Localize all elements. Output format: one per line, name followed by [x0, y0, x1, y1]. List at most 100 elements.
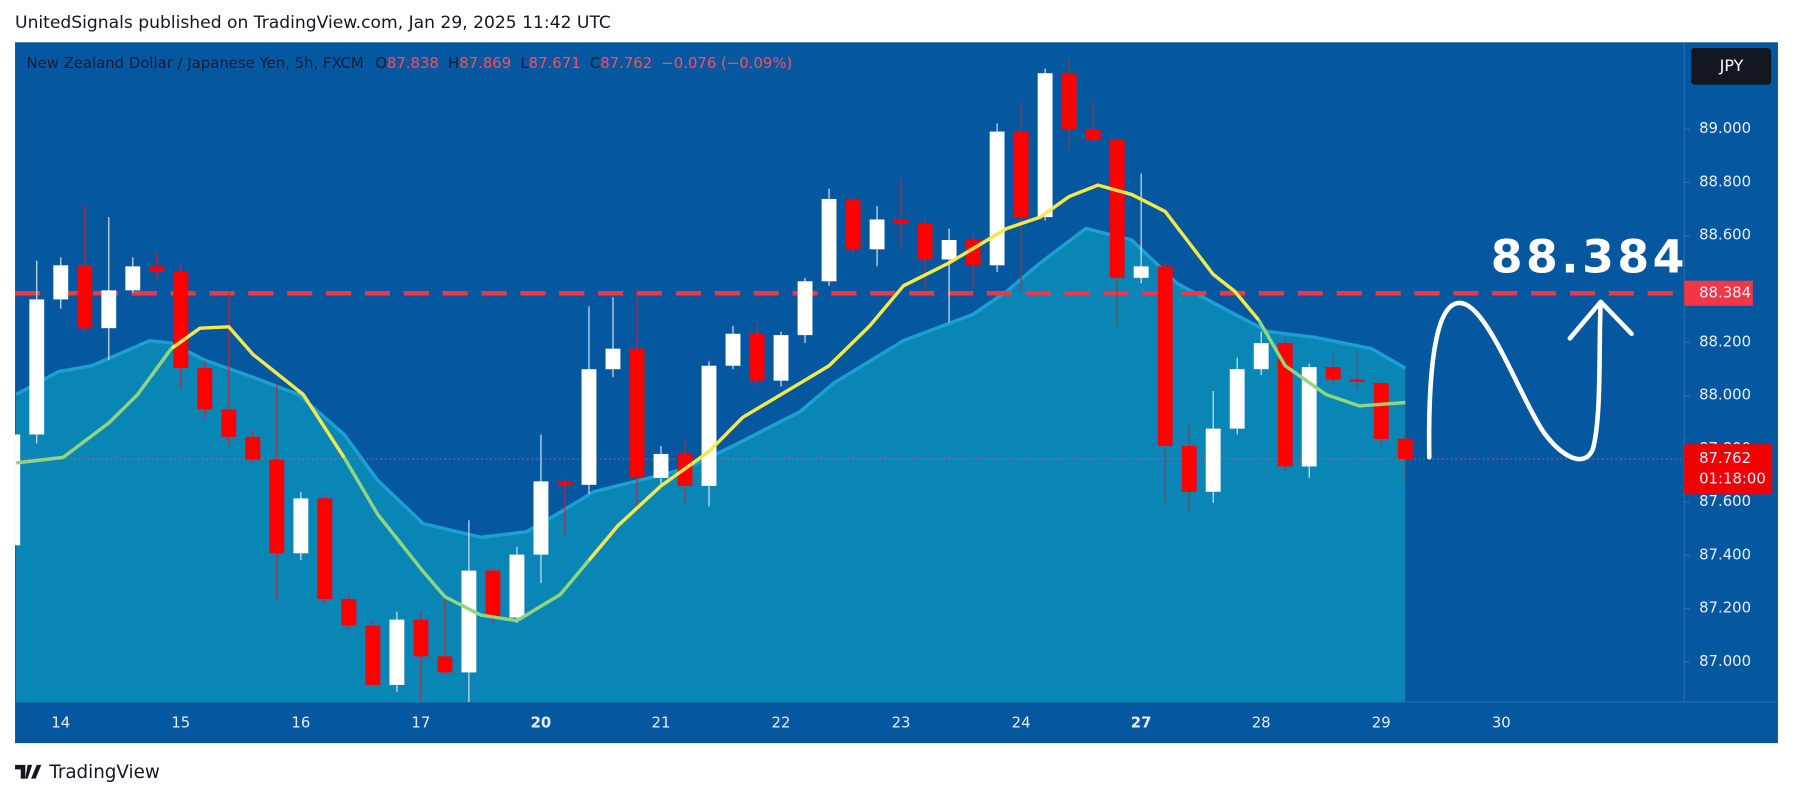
- currency: JPY: [1719, 56, 1744, 75]
- y-tick-label: 87.200: [1699, 599, 1751, 617]
- y-tick-label: 89.000: [1699, 119, 1751, 137]
- ohlc-key: O: [375, 54, 387, 72]
- x-tick-label: 17: [411, 714, 430, 732]
- published-caption: UnitedSignals published on TradingView.c…: [15, 13, 611, 33]
- last-price-label: 87.762: [1699, 449, 1751, 467]
- candle-body: [845, 198, 861, 250]
- candle-body: [1253, 343, 1269, 370]
- x-tick-label: 15: [171, 714, 190, 732]
- indicator-line: [170, 183, 1261, 562]
- level-annotation: 88.384: [1491, 231, 1688, 284]
- candle-body: [1349, 379, 1365, 382]
- candle-body: [1373, 383, 1389, 440]
- x-tick-label: 30: [1492, 714, 1511, 732]
- plot: [15, 59, 1685, 702]
- candle-body: [533, 481, 549, 555]
- currency-box: [1691, 48, 1772, 85]
- candle-body: [389, 619, 405, 685]
- candle-body: [221, 409, 237, 437]
- candle-body: [1229, 369, 1245, 429]
- candle-body: [1085, 129, 1101, 140]
- candle-body: [1205, 428, 1221, 492]
- x-tick-label: 16: [291, 714, 310, 732]
- candle-body: [1109, 139, 1125, 278]
- candle-body: [917, 224, 933, 260]
- candle-body: [1277, 343, 1293, 467]
- candle-body: [461, 570, 477, 673]
- candle-body: [725, 333, 741, 366]
- overlay: 87.00087.20087.40087.60087.80088.00088.2…: [51, 119, 1773, 732]
- y-tick-label: 88.200: [1699, 332, 1751, 350]
- y-tick-label: 87.400: [1699, 545, 1751, 563]
- x-tick-label: 28: [1252, 714, 1271, 732]
- y-tick-label: 87.600: [1699, 492, 1751, 510]
- candle-body: [1037, 73, 1053, 218]
- candle-body: [821, 198, 837, 282]
- candle-body: [653, 453, 669, 478]
- brand: TradingView: [48, 762, 160, 783]
- level-label-box: [1684, 280, 1753, 306]
- candle-body: [293, 498, 309, 554]
- candle-body: [605, 348, 621, 370]
- candle-body: [941, 239, 957, 260]
- candle-body: [317, 498, 333, 600]
- ohlc-key: L: [520, 54, 529, 72]
- ohlc-value: 87.838: [387, 54, 439, 72]
- candle-body: [149, 266, 165, 272]
- x-tick-label: 24: [1012, 714, 1031, 732]
- candle-body: [1157, 266, 1173, 446]
- candle-body: [437, 656, 453, 673]
- candle-body: [125, 266, 141, 291]
- candle-body: [773, 335, 789, 381]
- candle-body: [197, 368, 213, 410]
- x-tick-label: 22: [772, 714, 791, 732]
- candle-body: [485, 570, 501, 618]
- change: −0.076 (−0.09%): [661, 54, 792, 72]
- candle-body: [1013, 131, 1029, 218]
- y-tick-label: 87.000: [1699, 652, 1751, 670]
- brand-logo: TradingView: [15, 762, 160, 783]
- candle-body: [245, 436, 261, 460]
- candle-body: [869, 219, 885, 250]
- x-tick-label: 21: [652, 714, 671, 732]
- candle-body: [101, 290, 117, 329]
- candle-body: [797, 281, 813, 336]
- candle-body: [29, 299, 45, 435]
- candle-body: [1397, 438, 1413, 459]
- symbol: New Zealand Dollar / Japanese Yen, 5h, F…: [26, 54, 363, 72]
- candle-body: [701, 365, 717, 486]
- candle-body: [557, 481, 573, 485]
- candle-body: [413, 619, 429, 657]
- candle-body: [53, 265, 69, 300]
- candle-body: [581, 369, 597, 485]
- candle-body: [629, 348, 645, 478]
- candle-body: [77, 265, 93, 329]
- candle-body: [1181, 445, 1197, 492]
- y-tick-label: 88.000: [1699, 386, 1751, 404]
- ohlc-key: H: [448, 54, 459, 72]
- y-tick-label: 88.800: [1699, 172, 1751, 190]
- ohlc-key: C: [590, 54, 600, 72]
- candle-body: [1061, 73, 1077, 130]
- x-tick-label: 20: [531, 714, 552, 732]
- candle-body: [893, 219, 909, 225]
- candle-body: [269, 459, 285, 554]
- legend-header: New Zealand Dollar / Japanese Yen, 5h, F…: [26, 54, 792, 72]
- candle-body: [509, 554, 525, 618]
- x-tick-label: 23: [892, 714, 911, 732]
- x-tick-label: 27: [1131, 714, 1152, 732]
- candle-body: [173, 271, 189, 369]
- ohlc-value: 87.869: [459, 54, 511, 72]
- indicator-line: [15, 319, 1406, 623]
- candle-body: [365, 625, 381, 685]
- x-tick-label: 29: [1372, 714, 1391, 732]
- candle-body: [749, 333, 765, 381]
- y-tick-label: 88.600: [1699, 226, 1751, 244]
- candle-body: [1301, 367, 1317, 467]
- candle-body: [989, 131, 1005, 266]
- countdown: 01:18:00: [1699, 470, 1766, 488]
- ohlc-value: 87.671: [529, 54, 581, 72]
- candle-body: [341, 599, 357, 626]
